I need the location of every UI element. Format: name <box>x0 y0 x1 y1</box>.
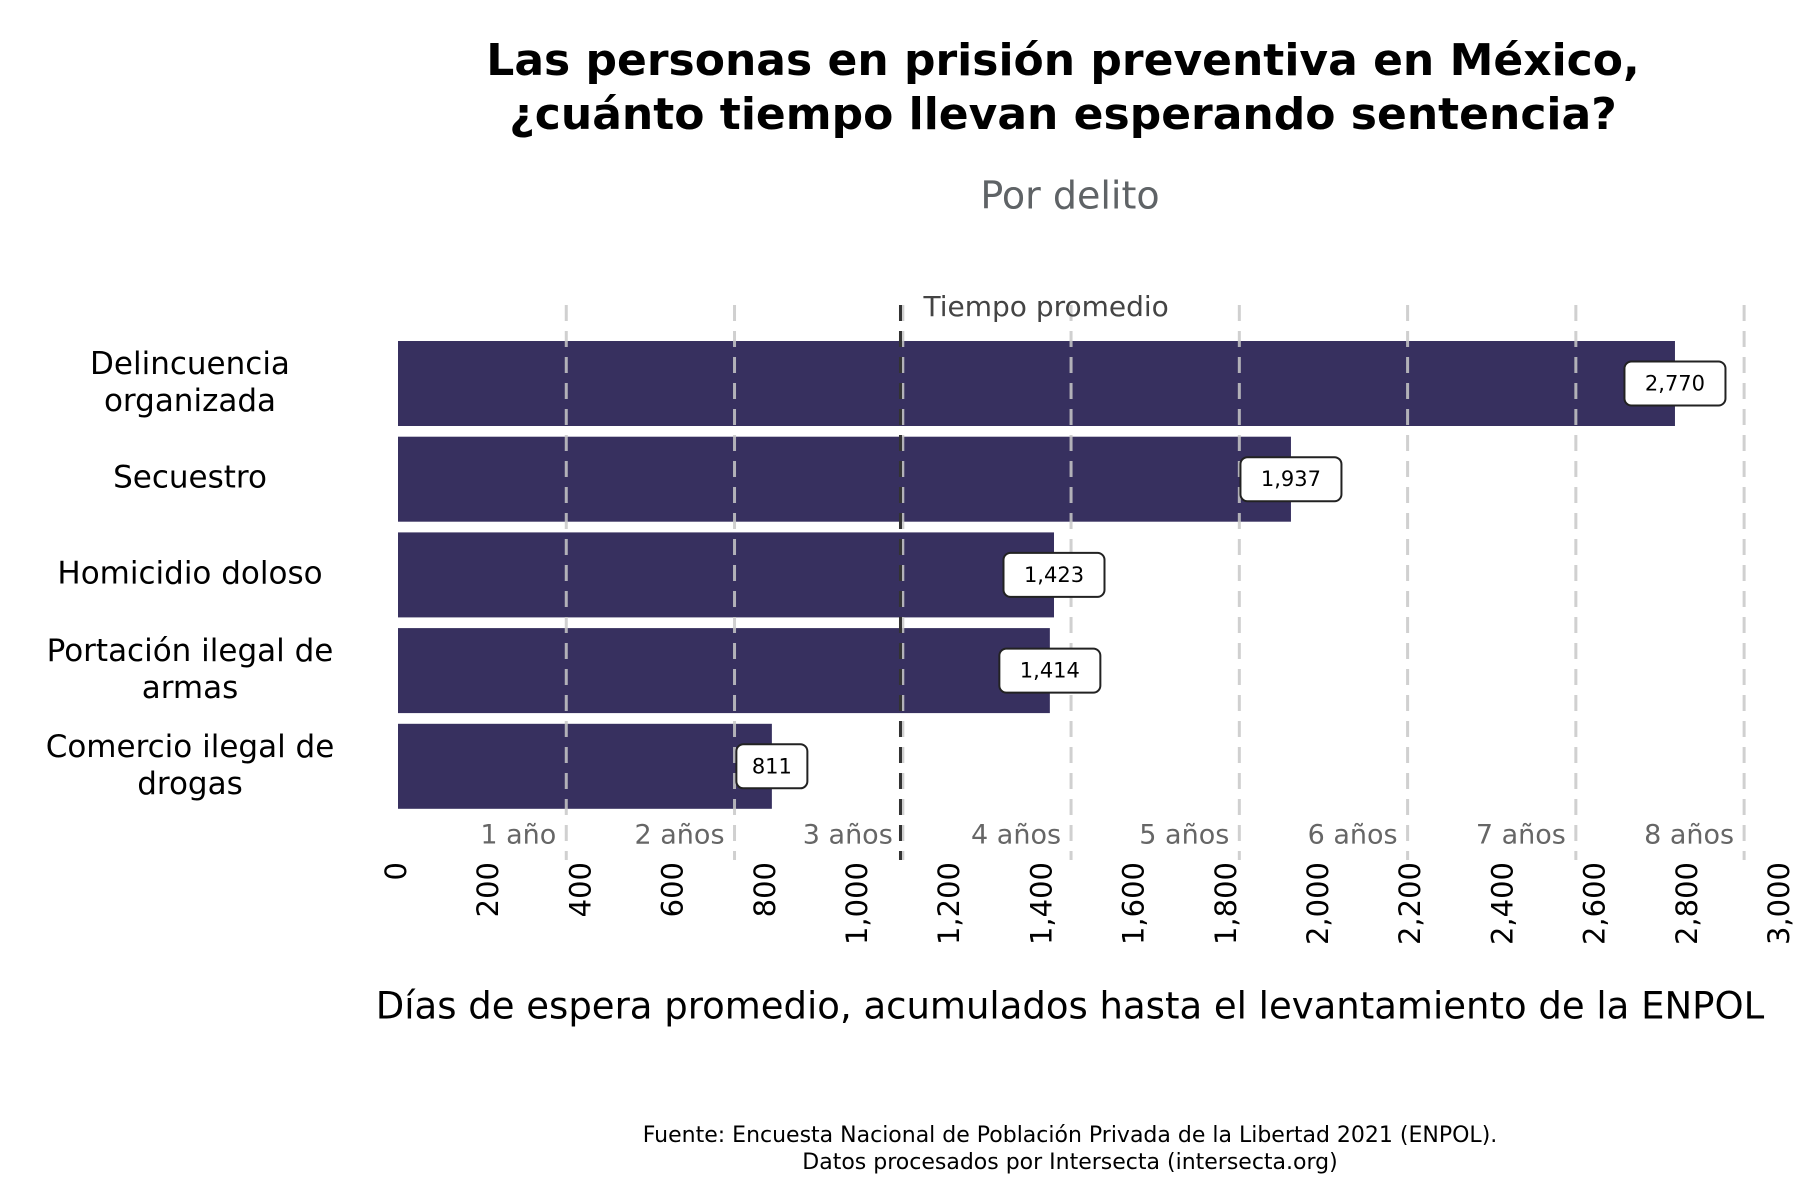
value-label-box <box>1002 551 1106 598</box>
value-label-box <box>1623 360 1727 407</box>
x-tick-label: 600 <box>656 862 690 917</box>
chart-subtitle: Por delito <box>980 174 1159 218</box>
value-label-box <box>735 743 809 790</box>
bar <box>398 723 772 809</box>
x-tick: 800 <box>748 862 782 917</box>
year-label: 8 años <box>1644 820 1734 851</box>
value-label: 811 <box>752 754 792 778</box>
x-tick-label: 2,200 <box>1393 862 1427 945</box>
x-tick-label: 200 <box>471 862 505 917</box>
x-tick-label: 400 <box>563 862 597 917</box>
caption: Datos procesados por Intersecta (interse… <box>802 1150 1337 1175</box>
x-tick: 1,400 <box>1024 862 1058 945</box>
x-tick: 2,600 <box>1578 862 1612 945</box>
x-tick-label: 2,400 <box>1485 862 1519 945</box>
y-tick-label: Homicidio doloso <box>57 555 322 591</box>
bar <box>398 341 1675 426</box>
bar <box>398 436 1291 522</box>
x-tick-label: 2,600 <box>1578 862 1612 945</box>
x-tick-label: 0 <box>379 862 413 880</box>
caption: Fuente: Encuesta Nacional de Población P… <box>643 1123 1498 1148</box>
y-tick-label: Delincuencia organizada <box>90 346 290 419</box>
x-tick-label: 1,800 <box>1209 862 1243 945</box>
x-tick: 0 <box>379 862 413 880</box>
x-tick: 2,400 <box>1485 862 1519 945</box>
x-tick: 2,200 <box>1393 862 1427 945</box>
x-tick: 3,000 <box>1762 862 1796 945</box>
chart-title: ¿cuánto tiempo llevan esperando sentenci… <box>509 89 1616 140</box>
value-label-box <box>998 647 1102 694</box>
y-tick-label: Secuestro <box>113 460 267 496</box>
x-tick: 2,800 <box>1670 862 1704 945</box>
year-label: 1 año <box>480 820 556 851</box>
chart-title: Las personas en prisión preventiva en Mé… <box>486 35 1639 86</box>
year-label: 6 años <box>1308 820 1398 851</box>
x-tick: 1,800 <box>1209 862 1243 945</box>
y-tick-label: Comercio ilegal de drogas <box>46 728 335 801</box>
bar <box>398 628 1050 714</box>
value-label: 1,423 <box>1024 563 1084 587</box>
year-label: 2 años <box>635 820 725 851</box>
x-tick-label: 1,000 <box>840 862 874 945</box>
value-label-box <box>1239 456 1343 503</box>
x-tick-label: 2,800 <box>1670 862 1704 945</box>
x-tick: 400 <box>563 862 597 917</box>
x-tick: 200 <box>471 862 505 917</box>
x-tick-label: 1,600 <box>1117 862 1151 945</box>
x-axis-label: Días de espera promedio, acumulados hast… <box>376 985 1765 1028</box>
year-label: 4 años <box>971 820 1061 851</box>
x-tick-label: 3,000 <box>1762 862 1796 945</box>
x-tick: 1,000 <box>840 862 874 945</box>
year-label: 3 años <box>803 820 893 851</box>
x-tick: 2,000 <box>1301 862 1335 945</box>
x-tick-label: 2,000 <box>1301 862 1335 945</box>
x-tick: 600 <box>656 862 690 917</box>
x-tick: 1,200 <box>932 862 966 945</box>
bar <box>398 532 1055 618</box>
value-label: 2,770 <box>1645 372 1705 396</box>
x-tick: 1,600 <box>1117 862 1151 945</box>
value-label: 1,414 <box>1020 659 1080 683</box>
mean-label: Tiempo promedio <box>922 290 1168 323</box>
x-tick-label: 1,200 <box>932 862 966 945</box>
year-label: 7 años <box>1476 820 1566 851</box>
y-tick-label: Portación ilegal de armas <box>47 633 334 706</box>
x-tick-label: 800 <box>748 862 782 917</box>
x-tick-label: 1,400 <box>1024 862 1058 945</box>
year-label: 5 años <box>1139 820 1229 851</box>
value-label: 1,937 <box>1261 467 1321 491</box>
